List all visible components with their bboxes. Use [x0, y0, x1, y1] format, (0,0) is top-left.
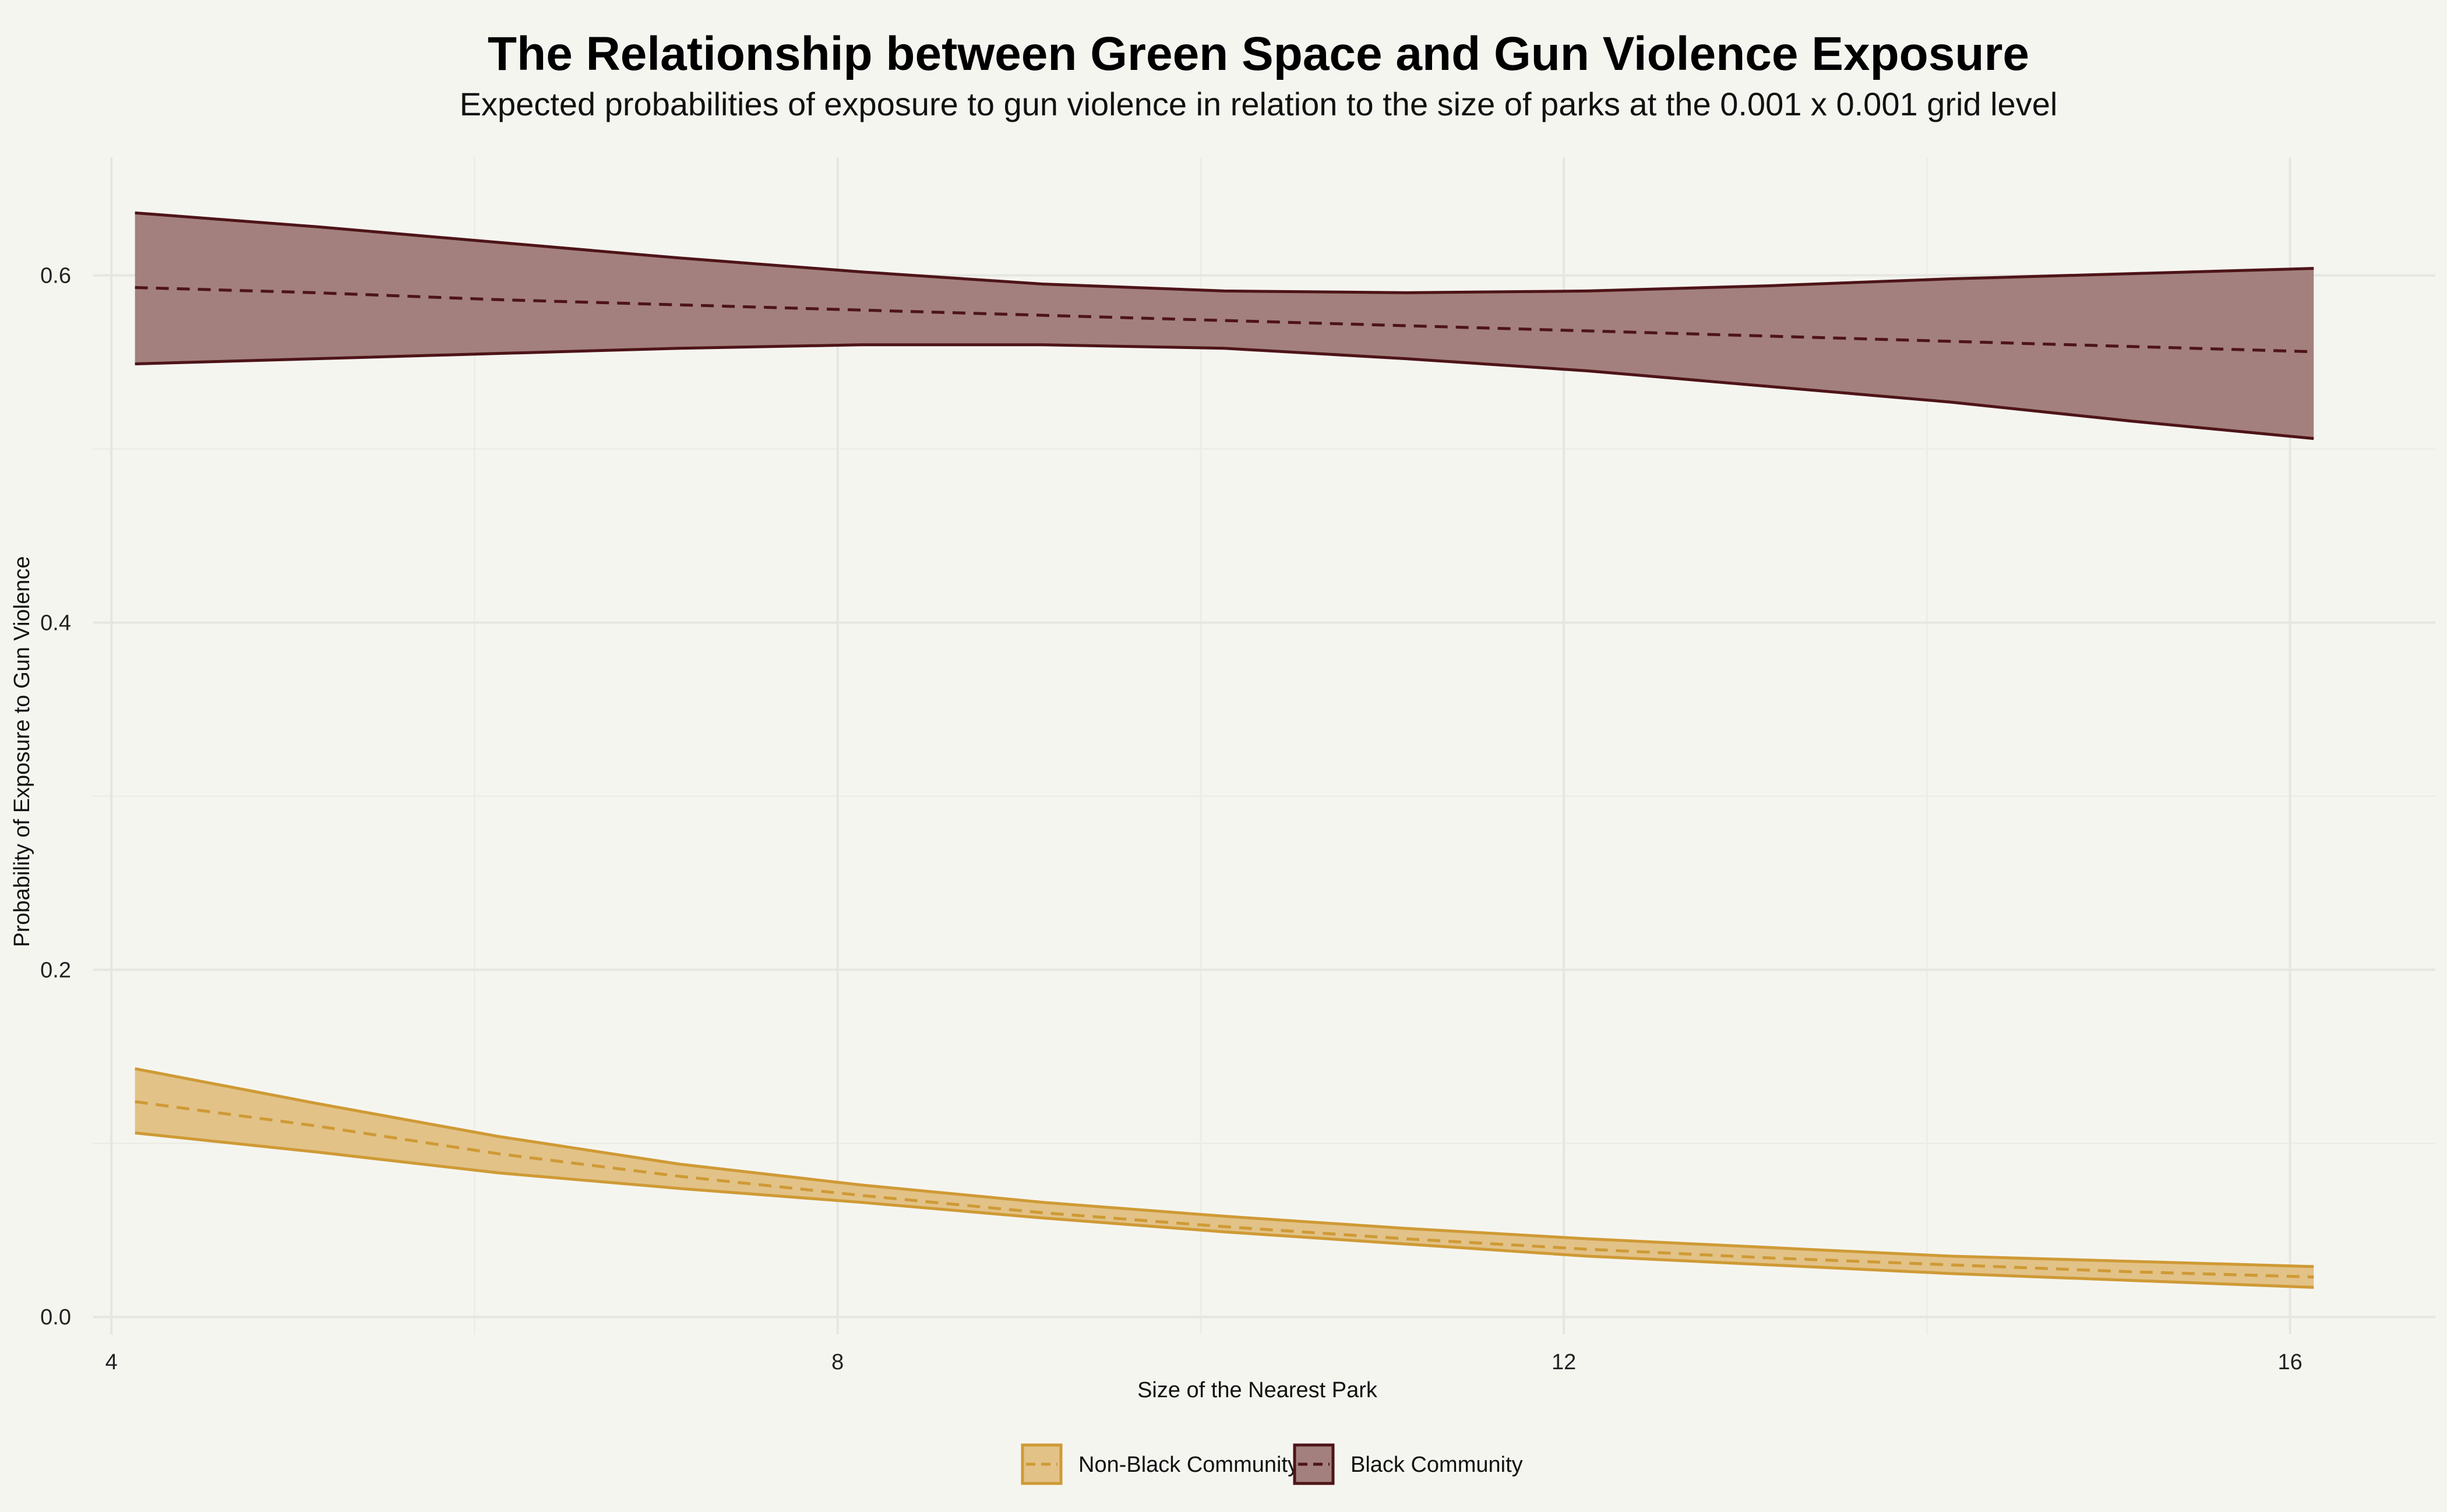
tick-labels: 4 8 12 16 0.0 0.2 0.4 0.6: [40, 264, 2303, 1374]
y-tick-label: 0.6: [40, 264, 71, 288]
legend: Non-Black Community Black Community: [1021, 1443, 1523, 1485]
x-axis-label: Size of the Nearest Park: [1137, 1378, 1378, 1402]
x-tick-label: 12: [1552, 1350, 1576, 1374]
legend-item-black-community: Black Community: [1293, 1443, 1523, 1485]
legend-item-non-black-community: Non-Black Community: [1021, 1443, 1299, 1485]
x-tick-label: 4: [105, 1350, 118, 1374]
black-community-band: [135, 213, 2314, 439]
non-black-community-lower-bound: [135, 1131, 2314, 1289]
x-tick-label: 16: [2278, 1350, 2303, 1374]
non-black-community-estimate-line: [135, 1100, 2314, 1279]
black-community-upper-bound: [135, 211, 2314, 294]
black-community-lower-bound: [135, 343, 2314, 440]
legend-label-non-black-community: Non-Black Community: [1078, 1453, 1299, 1477]
y-axis-label: Probability of Exposure to Gun Violence: [10, 556, 34, 947]
y-tick-label: 0.0: [40, 1305, 71, 1330]
non-black-community-upper-bound: [135, 1067, 2314, 1268]
y-tick-label: 0.2: [40, 958, 71, 982]
legend-label-black-community: Black Community: [1351, 1453, 1523, 1477]
x-tick-label: 8: [831, 1350, 844, 1374]
black-community-estimate-line: [135, 286, 2314, 354]
estimate-lines: [135, 211, 2314, 1289]
chart-subtitle: Expected probabilities of exposure to gu…: [460, 86, 2058, 122]
y-tick-label: 0.4: [40, 611, 71, 635]
chart-title: The Relationship between Green Space and…: [488, 27, 2029, 80]
